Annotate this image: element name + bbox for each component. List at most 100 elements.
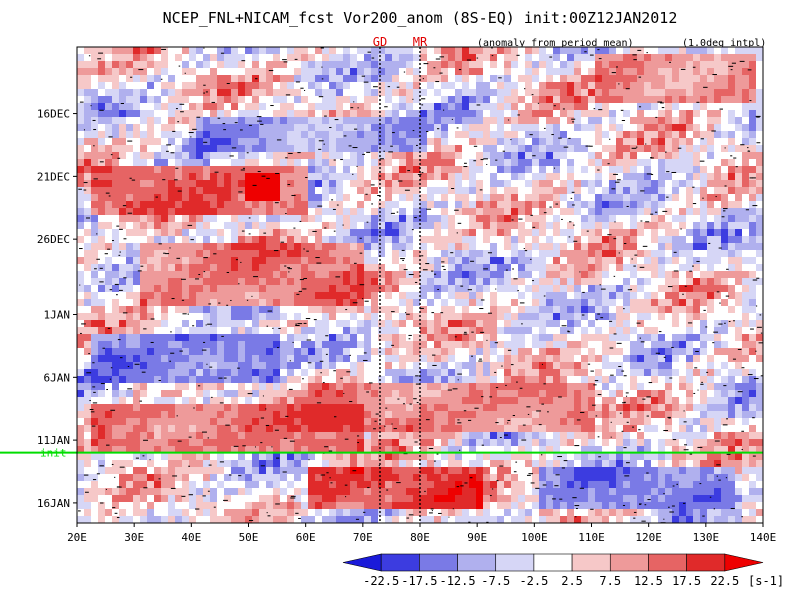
field-cell [119,355,126,362]
field-cell [343,173,350,180]
field-cell [182,474,189,481]
field-cell [175,215,182,222]
field-cell [329,159,336,166]
field-cell [497,194,504,201]
field-cell [280,47,287,54]
field-cell [427,292,434,299]
field-cell [553,229,560,236]
field-cell [140,145,147,152]
field-cell [539,369,546,376]
field-cell [427,61,434,68]
field-cell [287,54,294,61]
field-cell [385,495,392,502]
field-cell [77,439,84,446]
field-cell [427,439,434,446]
field-cell [490,488,497,495]
field-cell [266,271,273,278]
field-cell [259,383,266,390]
field-cell [434,516,441,523]
field-cell [245,194,252,201]
field-cell [273,47,280,54]
field-cell [91,376,98,383]
field-cell [420,474,427,481]
field-cell [532,376,539,383]
field-cell [581,236,588,243]
field-cell [329,404,336,411]
field-cell [266,61,273,68]
field-cell [182,446,189,453]
field-cell [273,383,280,390]
field-cell [476,131,483,138]
field-cell [434,145,441,152]
field-cell [98,411,105,418]
field-cell [231,306,238,313]
field-cell [133,257,140,264]
field-cell [315,82,322,89]
field-cell [252,271,259,278]
field-cell [371,299,378,306]
field-cell [273,467,280,474]
field-cell [546,264,553,271]
field-cell [350,82,357,89]
field-cell [224,313,231,320]
field-cell [553,397,560,404]
field-cell [378,425,385,432]
field-cell [343,222,350,229]
field-cell [182,194,189,201]
field-cell [567,411,574,418]
field-cell [322,488,329,495]
field-cell [329,257,336,264]
field-cell [532,390,539,397]
field-cell [455,467,462,474]
field-cell [574,404,581,411]
field-cell [511,222,518,229]
field-cell [252,376,259,383]
field-cell [357,166,364,173]
field-cell [406,208,413,215]
field-cell [420,250,427,257]
field-cell [392,299,399,306]
field-cell [469,306,476,313]
field-cell [497,103,504,110]
field-cell [224,390,231,397]
field-cell [483,138,490,145]
field-cell [511,481,518,488]
field-cell [455,418,462,425]
field-cell [273,82,280,89]
field-cell [203,299,210,306]
field-cell [448,173,455,180]
field-cell [287,432,294,439]
field-cell [427,334,434,341]
field-cell [301,418,308,425]
field-cell [189,495,196,502]
field-cell [511,488,518,495]
field-cell [259,327,266,334]
field-cell [441,103,448,110]
field-cell [301,425,308,432]
field-cell [259,208,266,215]
field-cell [371,208,378,215]
field-cell [126,320,133,327]
field-cell [259,390,266,397]
field-cell [308,96,315,103]
field-cell [553,299,560,306]
field-cell [224,222,231,229]
field-cell [392,124,399,131]
field-cell [196,68,203,75]
field-cell [434,250,441,257]
field-cell [203,180,210,187]
field-cell [154,47,161,54]
field-cell [238,334,245,341]
field-cell [462,369,469,376]
field-cell [434,159,441,166]
field-cell [203,145,210,152]
field-cell [140,313,147,320]
field-cell [399,355,406,362]
field-cell [462,334,469,341]
field-cell [511,250,518,257]
field-cell [378,229,385,236]
field-cell [427,383,434,390]
field-cell [266,383,273,390]
field-cell [455,208,462,215]
field-cell [210,159,217,166]
